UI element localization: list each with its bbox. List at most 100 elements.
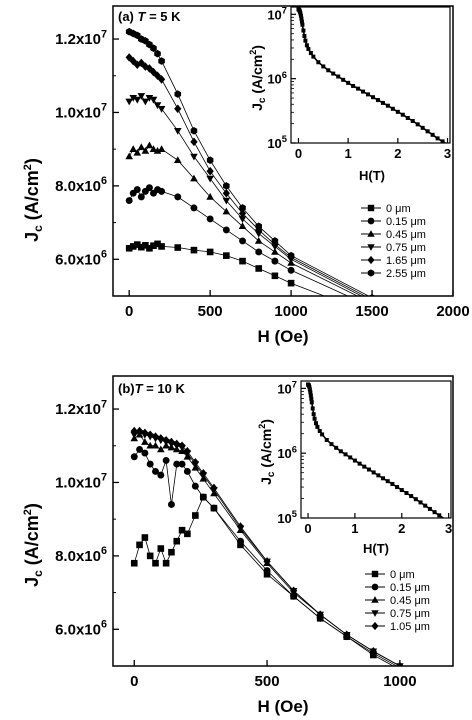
panel-b-point-1-6 [162, 456, 170, 464]
panel-a-point-1-3 [137, 193, 145, 201]
panel-a-point-0-7 [154, 240, 161, 248]
panel-a-inset-yticks: 105 106 107 [267, 5, 296, 151]
panel-a-xtick-label-2: 1000 [274, 303, 307, 320]
panel-b-point-4-19 [369, 647, 377, 656]
panel-b-point-1-8 [173, 460, 181, 468]
panel-b-ytick-label-1: 8.0x106 [55, 545, 107, 565]
panel-b-legend-label-4: 1.05 μm [390, 621, 430, 633]
panel-b-point-4-5 [157, 434, 165, 443]
panel-a-inset-point-15 [311, 54, 316, 59]
panel-a-point-1-14 [255, 248, 263, 256]
panel-b-point-4-13 [210, 483, 218, 493]
panel-b-inset-point-5 [308, 390, 313, 395]
panel-b-inset-point-12 [314, 421, 318, 426]
panel-b-point-1-5 [157, 471, 165, 479]
panel-a-inset-ytick-label-1: 106 [267, 70, 287, 87]
panel-b-inset-ytick-label-1: 106 [277, 444, 297, 461]
panel-b-point-4-17 [316, 610, 324, 619]
panel-a-inset-point-11 [303, 38, 308, 43]
panel-b-point-0-1 [136, 541, 143, 549]
panel-b-inset-point-37 [423, 503, 428, 508]
panel-b-point-0-3 [146, 552, 154, 560]
panel-b-xticks: 0 500 1000 [130, 660, 417, 690]
panel-b-legend-marker-1 [371, 583, 379, 591]
panel-b-point-4-8 [173, 439, 181, 449]
panel-b-point-2-4 [151, 441, 160, 449]
panel-b-legend-label-2: 0.45 μm [390, 595, 430, 607]
panel-b-xtick-label-2: 1000 [383, 673, 416, 690]
panel-a-point-3-5 [145, 94, 154, 102]
panel-a-point-5-11 [206, 156, 214, 164]
panel-a-inset-point-20 [336, 74, 341, 79]
panel-a-point-1-2 [133, 186, 141, 194]
panel-a-inset-point-35 [410, 118, 415, 123]
panel-a-inset-point-37 [420, 125, 425, 130]
panel-b-inset-point-36 [418, 500, 423, 505]
panel-a-point-1-15 [271, 257, 279, 265]
panel-b-ytick-label-3: 1.2x107 [55, 398, 107, 418]
panel-a-point-4-18 [449, 330, 456, 339]
panel-b-inset-xtick-label-2: 2 [398, 521, 405, 536]
panel-b-point-0-8 [173, 537, 181, 545]
panel-a-inset-point-17 [321, 64, 326, 69]
panel-b-inset-point-3 [307, 385, 312, 390]
panel-b-inset-ylabel: Jc (A/cm2) [257, 419, 277, 485]
panel-a-inset-point-16 [316, 60, 321, 65]
panel-b-point-1-0 [130, 453, 138, 461]
panel-a-xtick-label-4: 2000 [436, 303, 469, 320]
panel-a-ylabel: Jc (A/cm2) [22, 158, 45, 242]
panel-b-point-2-3 [146, 441, 154, 449]
panel-a-point-4-13 [238, 209, 247, 218]
panel-b-point-1-13 [210, 504, 218, 512]
panel-b-inset: 0 1 2 3 105 106 107 H(T) Jc (A/cm2) [257, 380, 452, 556]
panel-b-point-0-2 [141, 534, 149, 541]
panel-a-xticks: 0 500 1000 1500 2000 [125, 290, 470, 320]
panel-b-inset-point-39 [432, 510, 437, 515]
panel-a-inset-point-38 [425, 129, 430, 134]
panel-b-xtick-label-0: 0 [130, 673, 138, 690]
panel-a-inset-point-41 [440, 139, 445, 143]
panel-b-point-4-15 [263, 557, 271, 566]
panel-a-inset-point-39 [430, 132, 435, 137]
panel-b-inset-point-11 [312, 416, 317, 421]
panel-b-inset-point-24 [362, 464, 367, 469]
panel-a-inset-frame [290, 6, 451, 144]
panel-b-point-4-3 [146, 430, 154, 440]
panel-b-point-4-14 [236, 522, 245, 531]
panel-a-point-2-0 [125, 152, 133, 160]
panel-b-legend-marker-0 [371, 570, 379, 578]
panel-b-ylabel: Jc (A/cm2) [22, 503, 45, 587]
panel-b-label: (b)T = 10 K [118, 381, 185, 396]
panel-b-point-0-5 [157, 545, 165, 552]
panel-a-point-3-6 [149, 96, 158, 104]
panel-b-series-line-0 [133, 496, 395, 666]
panel-a-inset-point-32 [395, 109, 400, 114]
panel-a-inset-point-12 [304, 43, 309, 48]
panel-b-inset-point-30 [390, 481, 395, 486]
panel-b-inset-point-26 [371, 470, 376, 475]
panel-a-legend-label-4: 1.65 μm [386, 255, 426, 267]
panel-a-xtick-label-3: 1500 [355, 303, 388, 320]
panel-b-point-0-11 [192, 512, 199, 519]
panel-b-inset-point-6 [308, 393, 313, 398]
panel-b-inset-point-18 [334, 445, 339, 450]
panel-a-inset-point-30 [385, 103, 390, 108]
panel-b-inset-point-21 [348, 455, 353, 460]
panel-a-point-0-9 [174, 244, 182, 251]
panel-a-inset-ytick-label-2: 107 [267, 5, 287, 22]
panel-a-point-1-5 [145, 184, 153, 192]
panel-a-point-2-8 [157, 145, 166, 152]
panel-b-inset-point-8 [309, 400, 314, 405]
panel-a-xtick-label-0: 0 [125, 303, 133, 320]
panel-b-inset-series [306, 382, 445, 518]
panel-a-frame [112, 5, 454, 297]
panel-b-inset-point-23 [357, 461, 362, 466]
panel-a-xtick-label-1: 500 [198, 303, 223, 320]
panel-a-point-2-4 [141, 147, 150, 154]
panel-b-legend-label-1: 0.15 μm [390, 582, 430, 594]
panel-a-legend-label-0: 0 μm [386, 203, 411, 215]
panel-a-inset-point-5 [298, 13, 303, 18]
panel-a-point-5-6 [150, 44, 157, 53]
panel-b-point-4-7 [167, 437, 176, 447]
panel-b-inset-xtick-label-1: 1 [351, 521, 358, 536]
